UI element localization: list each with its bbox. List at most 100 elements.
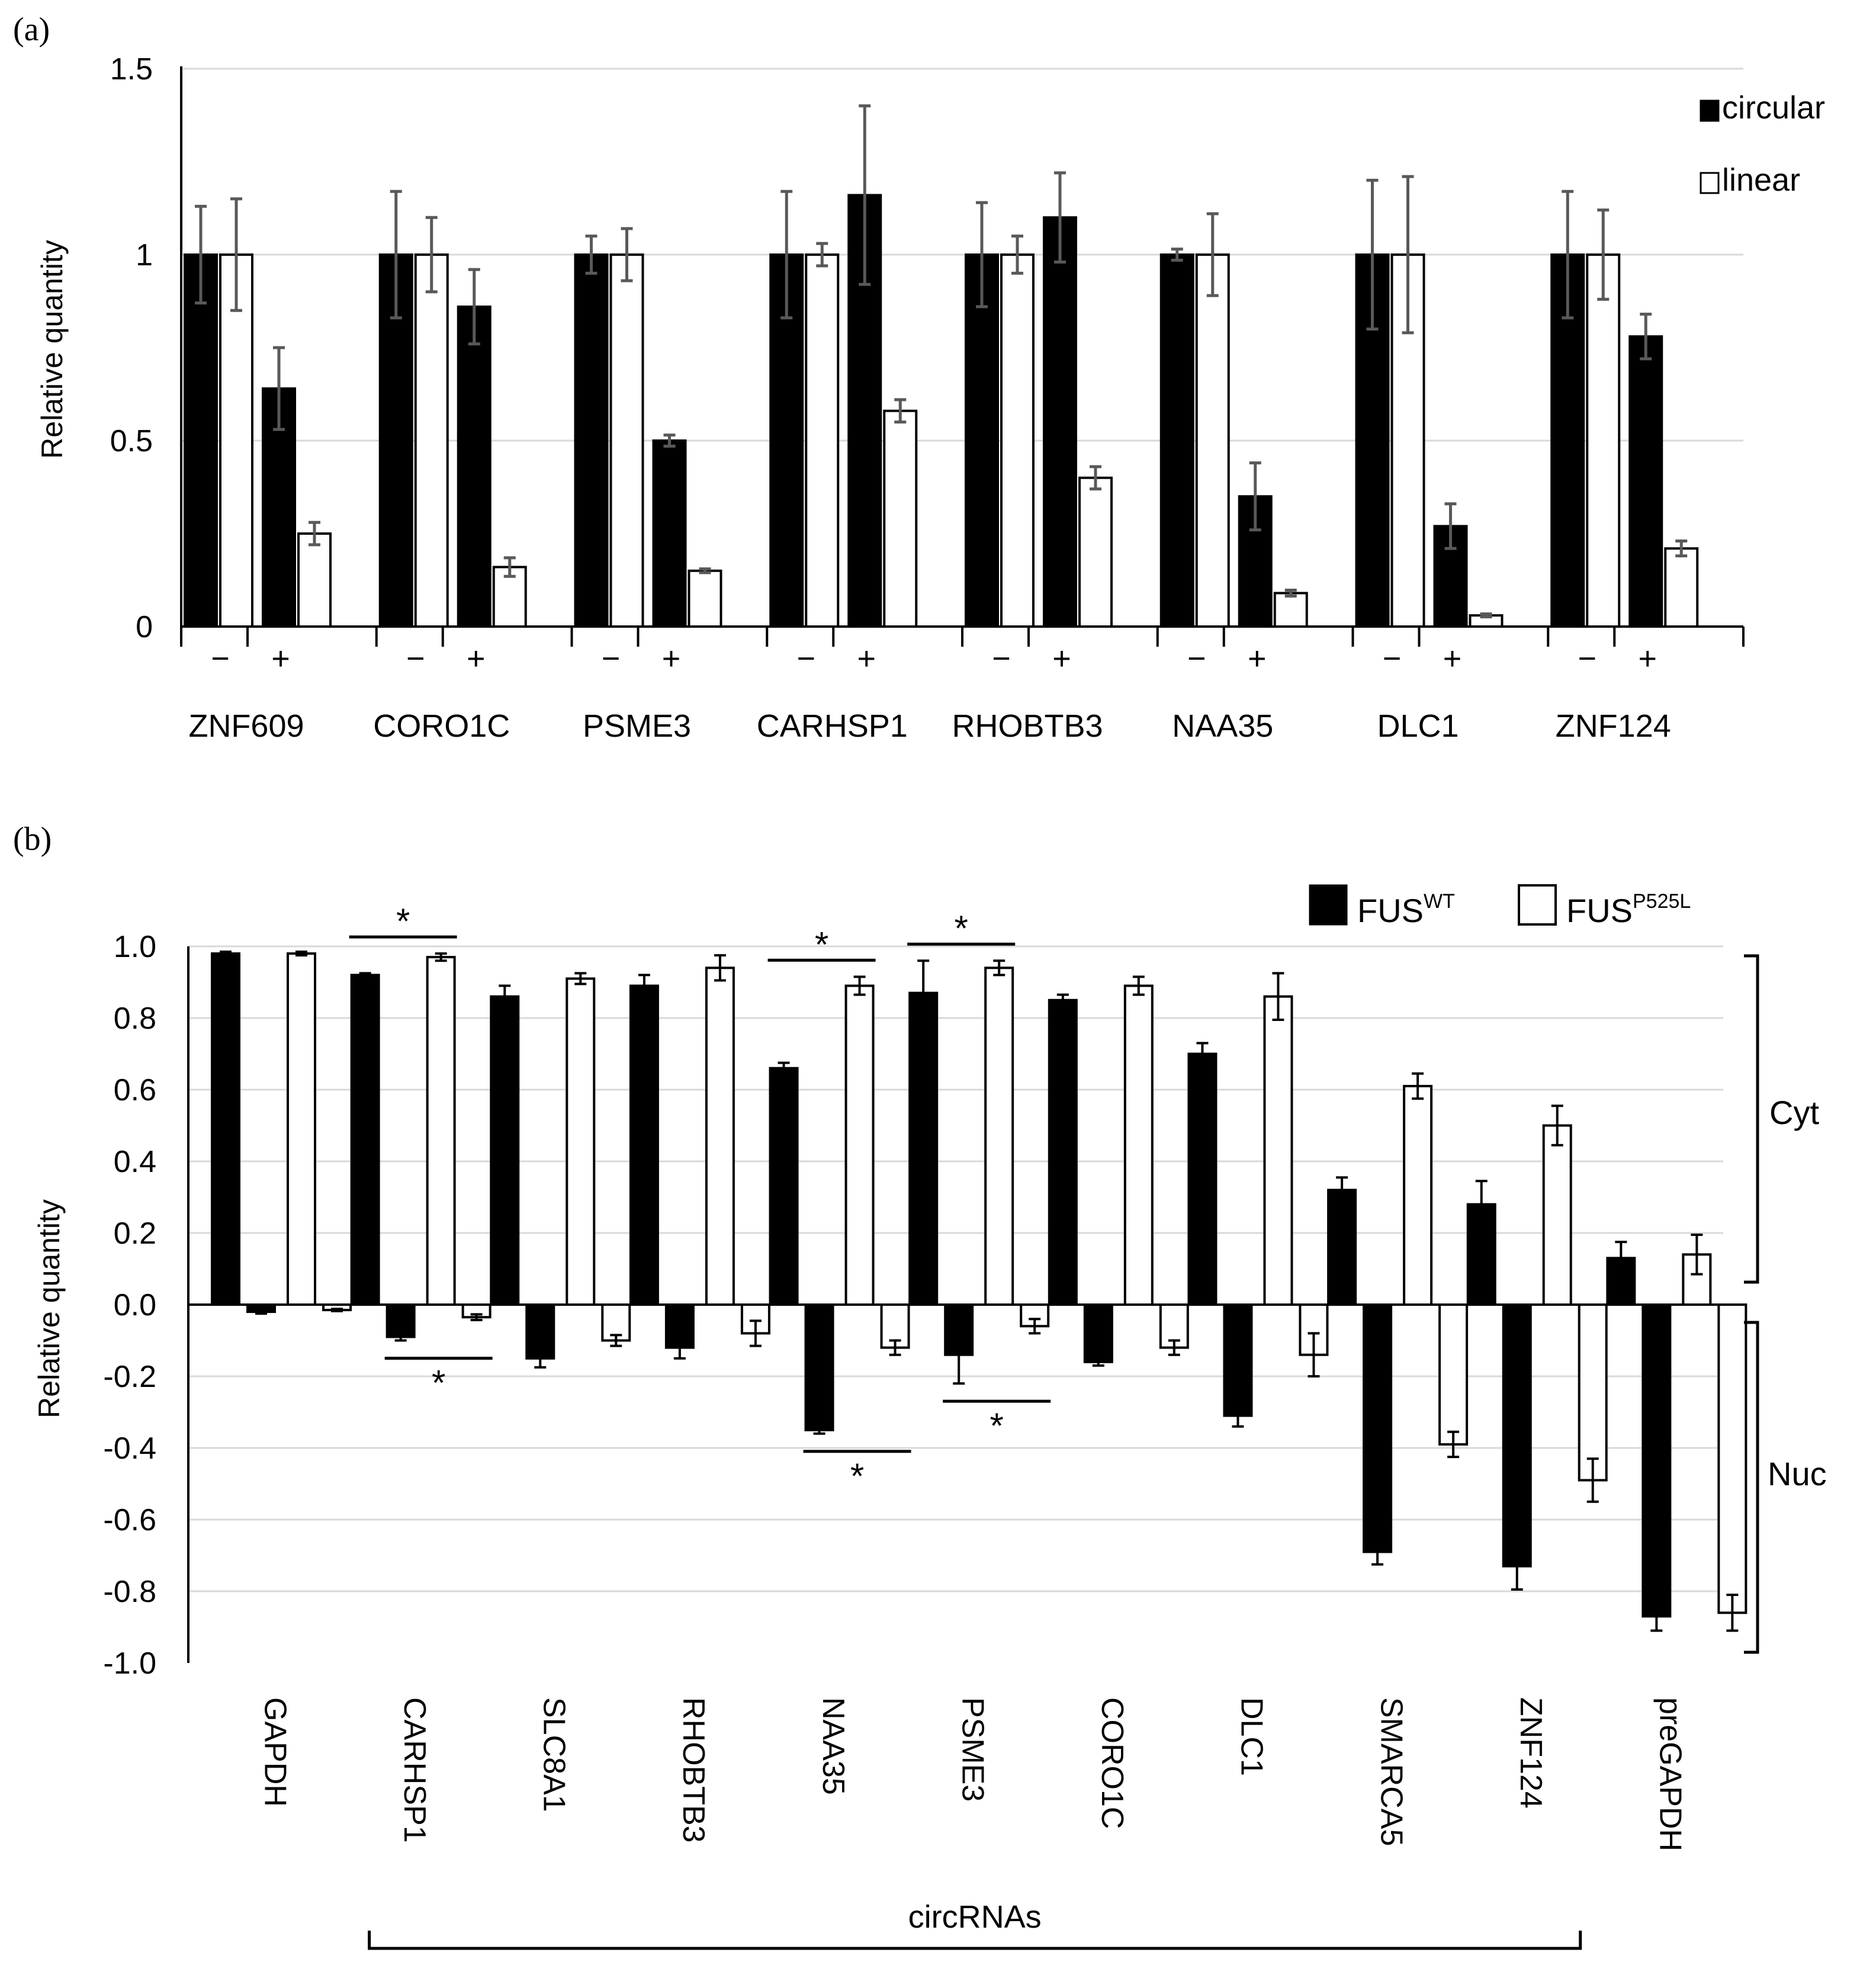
category-label-dlc1: DLC1 bbox=[1235, 1697, 1269, 1776]
panel-b-bars bbox=[211, 951, 1747, 1632]
cyt-bracket bbox=[1744, 954, 1759, 1284]
bar-naa35-circular-minus bbox=[1159, 253, 1194, 628]
panel-a-legend: circular linear bbox=[1700, 90, 1825, 198]
group-label-dlc1: DLC1 bbox=[1377, 708, 1459, 744]
condition-label-minus: − bbox=[796, 641, 815, 676]
bar-coro1c-circular-plus bbox=[457, 305, 492, 628]
y-tick-label: 1.5 bbox=[110, 52, 153, 86]
bar-psme3-linear-plus bbox=[688, 569, 722, 628]
y-tick-label: 0.0 bbox=[114, 1288, 156, 1322]
y-tick-label: -0.6 bbox=[103, 1503, 156, 1537]
bar-smarca5-p525l-nuc bbox=[1438, 1303, 1469, 1446]
y-tick-label: 0.8 bbox=[114, 1001, 156, 1036]
y-tick-label: -0.2 bbox=[103, 1360, 156, 1394]
group-label-rhobtb3: RHOBTB3 bbox=[952, 708, 1103, 744]
panel-b-category-labels: GAPDH CARHSP1 SLC8A1 RHOBTB3 NAA35 PSME3 CORO1… bbox=[258, 1697, 1687, 1851]
bar-carhsp1-wt-nuc bbox=[386, 1303, 416, 1338]
legend-label-fus-wt: FUSWT bbox=[1357, 890, 1455, 929]
legend-swatch-fus-wt bbox=[1309, 884, 1348, 926]
bar-naa35-wt-cyt bbox=[769, 1067, 799, 1306]
legend-fus-p525l-superscript: P525L bbox=[1633, 890, 1691, 913]
group-label-carhsp1: CARHSP1 bbox=[757, 708, 908, 744]
bar-rhobtb3-circular-plus bbox=[1043, 216, 1077, 628]
legend-swatch-circular bbox=[1700, 99, 1720, 122]
group-label-znf609: ZNF609 bbox=[188, 708, 304, 744]
condition-label-plus: + bbox=[662, 641, 681, 676]
bar-gapdh-wt-cyt bbox=[211, 952, 240, 1306]
panel-b-legend: FUSWT FUSP525L bbox=[1309, 884, 1691, 929]
category-label-carhsp1: CARHSP1 bbox=[397, 1697, 432, 1843]
y-tick-label: 0.4 bbox=[114, 1145, 156, 1179]
nuc-label: Nuc bbox=[1768, 1455, 1827, 1492]
bar-carhsp1-linear-plus bbox=[883, 409, 918, 628]
legend-fus-wt-superscript: WT bbox=[1424, 890, 1455, 913]
panel-a-bars bbox=[184, 104, 1699, 628]
condition-label-minus: − bbox=[1187, 641, 1206, 676]
y-tick-label: -0.4 bbox=[103, 1431, 156, 1466]
cyt-label: Cyt bbox=[1769, 1094, 1819, 1131]
bar-gapdh-p525l-cyt bbox=[287, 952, 316, 1306]
bar-rhobtb3-linear-minus bbox=[1000, 253, 1035, 628]
condition-label-minus: − bbox=[406, 641, 425, 676]
legend-swatch-linear bbox=[1700, 172, 1720, 194]
bar-psme3-circular-minus bbox=[574, 253, 609, 628]
category-label-znf124: ZNF124 bbox=[1514, 1697, 1548, 1809]
condition-label-plus: + bbox=[467, 641, 486, 676]
significance-naa35-cyt-star: * bbox=[815, 924, 828, 964]
bar-pregapdh-wt-nuc bbox=[1641, 1303, 1672, 1618]
bar-psme3-wt-nuc bbox=[944, 1303, 974, 1356]
panel-a-ylabel: Relative quantity bbox=[36, 240, 69, 459]
bar-znf124-wt-nuc bbox=[1502, 1303, 1532, 1568]
bar-coro1c-wt-cyt bbox=[1048, 998, 1078, 1306]
y-tick-label: 1.0 bbox=[114, 930, 156, 964]
condition-label-minus: − bbox=[992, 641, 1011, 676]
nuc-bracket bbox=[1744, 1321, 1759, 1654]
panel-b-side-brackets: Cyt Nuc bbox=[1744, 954, 1827, 1654]
bar-znf609-linear-plus bbox=[297, 532, 332, 628]
panel-b-label: (b) bbox=[13, 821, 52, 858]
bar-smarca5-p525l-cyt bbox=[1403, 1084, 1433, 1306]
significance-psme3-nuc-star: * bbox=[990, 1406, 1004, 1446]
category-label-slc8a1: SLC8A1 bbox=[537, 1697, 571, 1812]
category-label-gapdh: GAPDH bbox=[258, 1697, 292, 1807]
significance-carhsp1-nuc-star: * bbox=[432, 1363, 445, 1403]
y-tick-label: -0.8 bbox=[103, 1575, 156, 1609]
bar-smarca5-wt-cyt bbox=[1327, 1189, 1357, 1306]
y-tick-label: 0.6 bbox=[114, 1073, 156, 1107]
condition-label-plus: + bbox=[1052, 641, 1071, 676]
group-label-coro1c: CORO1C bbox=[373, 708, 510, 744]
bar-dlc1-wt-cyt bbox=[1187, 1052, 1218, 1306]
bar-coro1c-linear-minus bbox=[414, 253, 449, 628]
y-tick-label: 0 bbox=[136, 610, 153, 644]
legend-label-linear: linear bbox=[1722, 162, 1800, 198]
group-label-naa35: NAA35 bbox=[1172, 708, 1273, 744]
bar-znf124-p525l-cyt bbox=[1542, 1124, 1572, 1306]
panel-a-y-ticks: 0 0.5 1 1.5 bbox=[110, 52, 153, 644]
panel-a: (a) Relative quantity 00.511.5 − + − + − + − + −… bbox=[13, 11, 1825, 744]
panel-a-condition-labels: − + − + − + − + − + − + − + − + bbox=[211, 641, 1657, 676]
bar-slc8a1-wt-cyt bbox=[490, 995, 520, 1306]
circrnas-bracket bbox=[368, 1931, 1582, 1950]
bar-znf124-linear-minus bbox=[1586, 253, 1621, 628]
significance-naa35-nuc-star: * bbox=[850, 1456, 864, 1496]
bar-naa35-linear-minus bbox=[1195, 253, 1230, 628]
significance-carhsp1-cyt-star: * bbox=[396, 901, 410, 941]
condition-label-minus: − bbox=[1383, 641, 1402, 676]
circrnas-bracket-group: circRNAs bbox=[368, 1899, 1582, 1950]
bar-psme3-p525l-cyt bbox=[984, 966, 1014, 1306]
bar-dlc1-wt-nuc bbox=[1223, 1303, 1253, 1417]
bar-psme3-circular-plus bbox=[652, 439, 687, 628]
y-tick-label: 1 bbox=[136, 238, 153, 272]
condition-label-minus: − bbox=[1578, 641, 1596, 676]
bar-znf124-p525l-nuc bbox=[1578, 1303, 1608, 1482]
bar-carhsp1-p525l-cyt bbox=[426, 956, 456, 1306]
bar-rhobtb3-circular-minus bbox=[965, 253, 999, 628]
panel-a-axes bbox=[180, 66, 1745, 647]
panel-b-axes bbox=[187, 946, 1723, 1663]
panel-b-ylabel: Relative quantity bbox=[33, 1199, 66, 1418]
panel-b-significance-marks: * * * * * * bbox=[349, 901, 1051, 1496]
legend-label-fus-p525l: FUSP525L bbox=[1566, 890, 1691, 929]
category-label-rhobtb3: RHOBTB3 bbox=[676, 1697, 711, 1843]
panel-b-y-ticks: 1.0 0.8 0.6 0.4 0.2 0.0 -0.2 -0.4 -0.6 -0.8 -1.0 bbox=[103, 930, 156, 1681]
